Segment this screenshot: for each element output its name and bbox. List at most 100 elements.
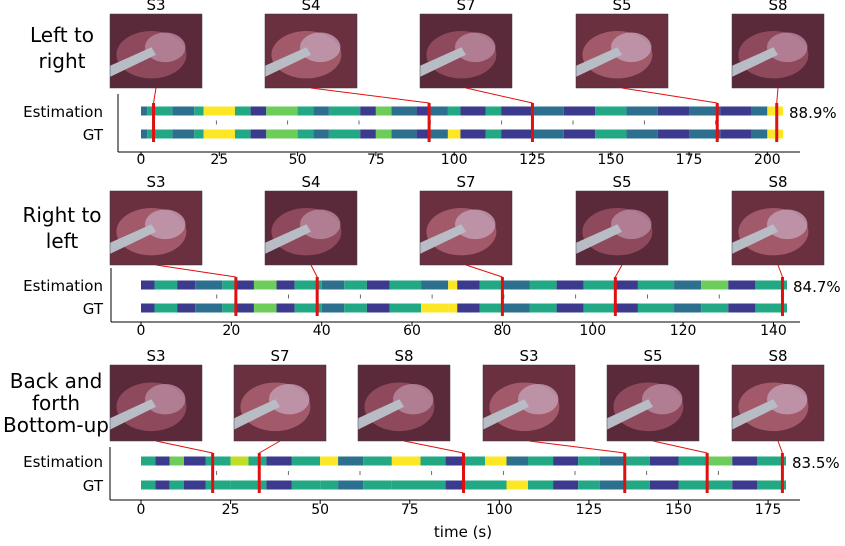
membrane-region	[766, 32, 808, 63]
frame-connector	[155, 440, 213, 454]
band-segment	[528, 480, 554, 490]
band-segment	[195, 280, 223, 290]
band-segment	[203, 129, 235, 139]
band-segment	[532, 129, 564, 139]
frame-thumbnail	[419, 13, 513, 89]
band-segment	[728, 280, 756, 290]
frame-connector	[528, 440, 625, 454]
frame-label: S8	[768, 0, 787, 14]
x-tick-label: 60	[403, 323, 421, 339]
frame-connector	[614, 264, 623, 278]
accuracy-label: 84.7%	[793, 278, 841, 296]
frame-label: S3	[146, 347, 165, 365]
frame-label: S4	[301, 173, 320, 191]
band-segment	[755, 303, 787, 313]
band-segment	[615, 280, 638, 290]
instrument-shape	[110, 47, 156, 77]
band-segment	[253, 280, 277, 290]
band-segment	[195, 303, 223, 313]
panel-title-line: left	[46, 229, 79, 253]
band-segment	[366, 280, 390, 290]
band-segment	[141, 280, 155, 290]
band-segment	[248, 480, 267, 490]
band-segment	[416, 106, 430, 116]
band-segment	[599, 456, 625, 466]
band-segment	[172, 106, 195, 116]
band-segment	[460, 129, 486, 139]
band-segment	[147, 106, 173, 116]
instrument-shape	[576, 224, 622, 254]
frame-connector	[777, 440, 783, 454]
x-tick-label: 0	[137, 502, 146, 518]
membrane-region	[454, 32, 496, 63]
band-segment	[701, 280, 729, 290]
x-tick-label: 120	[670, 323, 697, 339]
panel-title-line: Bottom-up	[3, 413, 109, 437]
frame-connector	[310, 264, 318, 278]
band-segment	[266, 106, 298, 116]
band-segment	[250, 129, 267, 139]
frame-connector	[777, 264, 783, 278]
membrane-region	[454, 209, 496, 240]
band-segment	[678, 456, 708, 466]
frame-thumbnail	[575, 190, 669, 266]
x-tick-label: 100	[579, 323, 606, 339]
band-segment	[447, 129, 461, 139]
band-segment	[328, 129, 361, 139]
band-segment	[728, 303, 756, 313]
band-segment	[479, 280, 503, 290]
x-tick-label: 100	[441, 152, 468, 168]
band-segment	[457, 303, 480, 313]
band-segment	[250, 106, 267, 116]
panel-3: Back and forth Bottom-up Estimation GT 83.5% 0…	[3, 347, 840, 518]
panel-title: Left to right	[30, 23, 94, 73]
band-segment	[141, 480, 156, 490]
band-segment	[751, 129, 768, 139]
band-segment	[177, 303, 196, 313]
instrument-shape	[420, 224, 466, 254]
band-segment	[420, 480, 446, 490]
band-segment	[732, 456, 758, 466]
instrument-shape	[483, 399, 529, 430]
band-segment	[205, 456, 231, 466]
band-segment	[563, 106, 596, 116]
band-segment	[141, 303, 155, 313]
membrane-region	[144, 384, 186, 415]
frame-connector	[155, 264, 236, 278]
frame-label: S3	[146, 173, 165, 191]
frame-thumbnail	[357, 364, 451, 442]
x-tick-label: 150	[665, 502, 692, 518]
band-segment	[235, 303, 254, 313]
membrane-region	[268, 384, 310, 415]
band-segment	[169, 480, 184, 490]
membrane-region	[610, 209, 652, 240]
band-segment	[155, 456, 170, 466]
panel-title-line: forth	[32, 391, 80, 415]
time-marker	[715, 103, 719, 142]
instrument-shape	[732, 224, 778, 254]
band-segment	[230, 480, 249, 490]
frame-label: S4	[301, 0, 320, 14]
frame-connector	[465, 87, 533, 104]
frame-thumbnail	[482, 364, 576, 442]
band-segment	[222, 303, 236, 313]
x-tick-label: 50	[289, 152, 307, 168]
band-segment	[184, 456, 206, 466]
band-segment	[463, 480, 485, 490]
band-segment	[502, 280, 530, 290]
band-segment	[154, 280, 178, 290]
band-segment	[637, 280, 675, 290]
band-segment	[360, 129, 376, 139]
band-segment	[147, 129, 173, 139]
band-segment	[767, 129, 777, 139]
band-segment	[528, 456, 554, 466]
frame-thumbnail	[575, 13, 669, 89]
time-marker	[315, 277, 319, 316]
band-segment	[266, 480, 292, 490]
x-axis-label: time (s)	[434, 523, 492, 541]
band-segment	[479, 303, 503, 313]
frame-thumbnail	[731, 13, 825, 89]
time-marker	[613, 277, 617, 316]
band-segment	[294, 303, 322, 313]
x-tick-label: 75	[367, 152, 385, 168]
